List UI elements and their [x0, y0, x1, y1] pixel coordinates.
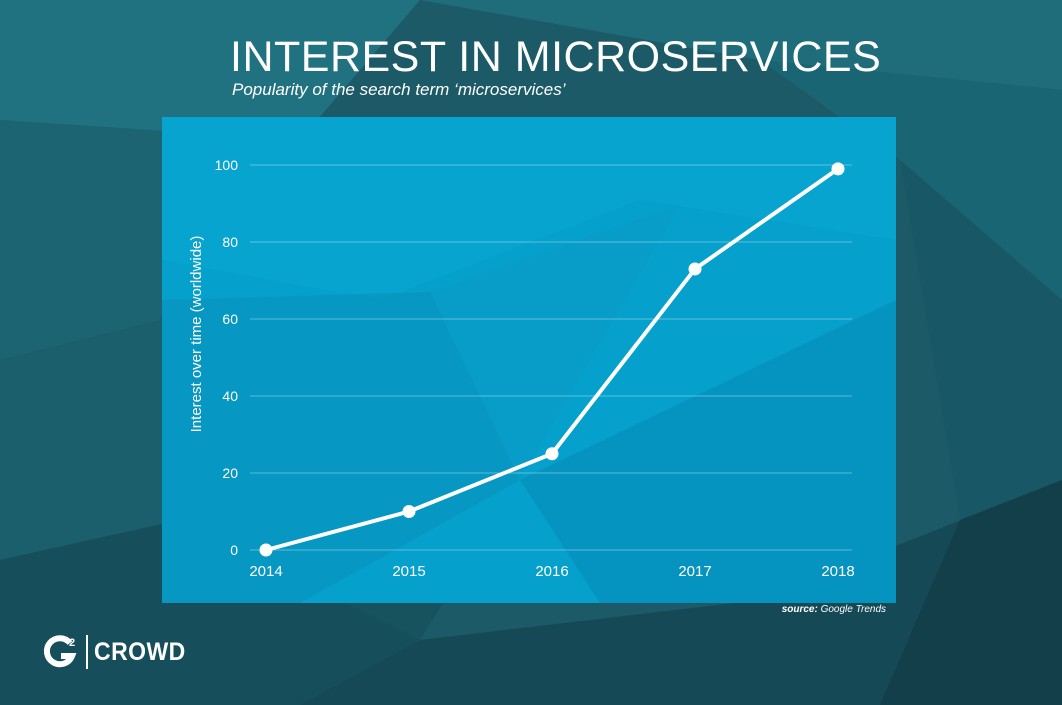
x-tick-label: 2016: [535, 563, 568, 580]
data-point: [259, 543, 273, 557]
data-point: [831, 162, 845, 176]
x-tick-label: 2017: [678, 563, 711, 580]
y-tick-label: 40: [222, 388, 238, 404]
chart-subtitle: Popularity of the search term ‘microserv…: [232, 80, 566, 99]
y-tick-label: 80: [222, 234, 238, 250]
y-axis-ticks: 0 20 40 60 80 100: [215, 157, 239, 558]
y-axis-label: Interest over time (worldwide): [188, 236, 205, 433]
g2-logo-icon: 2: [42, 634, 80, 670]
source-value: Google Trends: [820, 604, 886, 615]
data-point: [545, 447, 559, 461]
chart-panel: [162, 117, 896, 603]
data-point: [402, 505, 416, 518]
data-point: [688, 262, 702, 276]
logo-superscript: 2: [69, 637, 75, 649]
y-tick-label: 60: [222, 311, 238, 327]
y-tick-label: 100: [215, 157, 239, 173]
data-series: [259, 162, 845, 557]
source-note: source: Google Trends: [782, 604, 886, 615]
x-tick-label: 2015: [392, 563, 425, 580]
x-tick-label: 2014: [249, 563, 282, 580]
x-axis-ticks: 2014 2015 2016 2017 2018: [249, 563, 854, 580]
gridlines: [250, 164, 852, 551]
g2-crowd-logo: 2 CROWD: [42, 632, 194, 672]
y-tick-label: 20: [222, 465, 238, 481]
logo-text: CROWD: [94, 637, 186, 666]
chart-title: INTEREST IN MICROSERVICES: [230, 33, 882, 81]
y-tick-label: 0: [230, 542, 238, 558]
x-tick-label: 2018: [821, 563, 854, 580]
logo-divider: [86, 635, 88, 669]
source-label: source:: [781, 604, 818, 615]
